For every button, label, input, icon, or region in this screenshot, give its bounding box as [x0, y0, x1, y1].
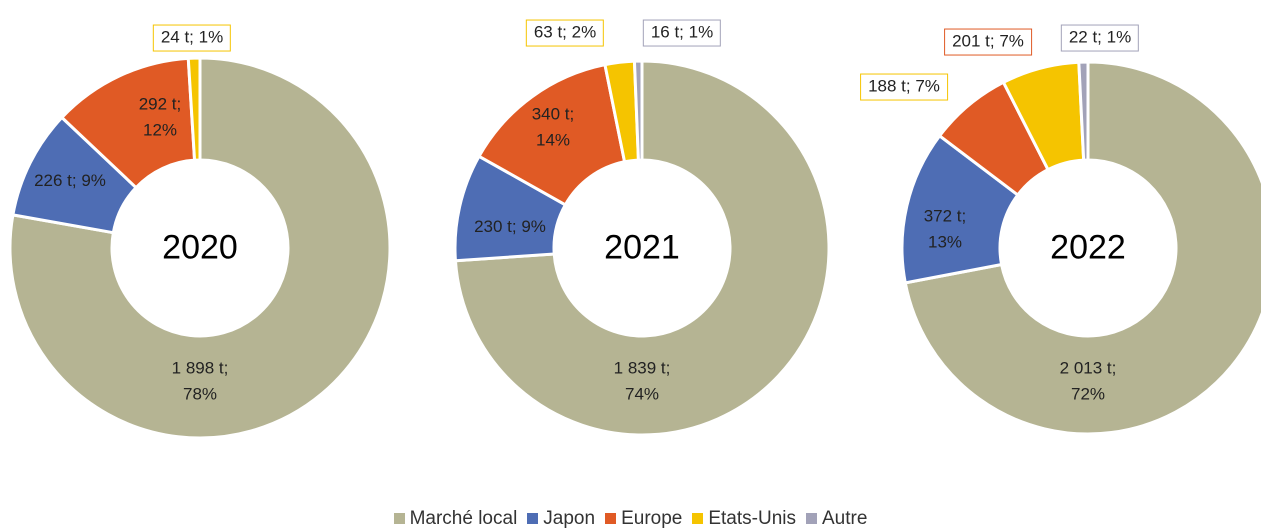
data-label: 292 t; 12%	[138, 94, 182, 140]
data-label: 201 t; 7%	[944, 28, 1032, 56]
data-label: 22 t; 1%	[1060, 24, 1140, 52]
slice	[632, 59, 644, 162]
slice	[453, 59, 831, 437]
legend-label: Autre	[822, 508, 868, 529]
data-label: 16 t; 1%	[642, 19, 722, 47]
legend-swatch	[527, 513, 539, 524]
chart-title: 2020	[162, 228, 238, 267]
slice	[186, 56, 202, 162]
slice	[8, 56, 392, 440]
legend-label: Europe	[621, 508, 683, 529]
legend-label: Marché local	[409, 508, 518, 529]
legend-swatch	[393, 513, 405, 524]
data-label: 226 t; 9%	[34, 170, 106, 190]
legend-swatch	[692, 513, 704, 524]
data-label: 24 t; 1%	[152, 24, 232, 52]
data-label: 1 839 t; 74%	[613, 358, 671, 404]
chart-title: 2021	[604, 228, 680, 267]
legend-swatch	[806, 513, 817, 524]
legend-item: Japon	[527, 508, 595, 530]
slice	[1077, 60, 1090, 162]
legend: Marché local Japon Europe Etats-Unis Autre	[0, 508, 1261, 530]
legend-item: Marché local	[393, 508, 518, 530]
legend-swatch	[605, 513, 617, 524]
data-label: 63 t; 2%	[525, 19, 605, 47]
slice	[903, 60, 1261, 436]
data-label: 2 013 t; 72%	[1059, 358, 1117, 404]
legend-item: Europe	[605, 508, 682, 530]
legend-label: Etats-Unis	[708, 508, 796, 529]
data-label: 340 t; 14%	[531, 104, 575, 150]
legend-label: Japon	[543, 508, 596, 529]
data-label: 230 t; 9%	[474, 216, 546, 236]
legend-item: Etats-Unis	[692, 508, 796, 530]
chart-title: 2022	[1050, 228, 1126, 267]
data-label: 188 t; 7%	[860, 73, 948, 101]
data-label: 1 898 t; 78%	[171, 358, 229, 404]
data-label: 372 t; 13%	[923, 206, 967, 252]
slice	[476, 62, 627, 207]
legend-item: Autre	[806, 508, 867, 530]
